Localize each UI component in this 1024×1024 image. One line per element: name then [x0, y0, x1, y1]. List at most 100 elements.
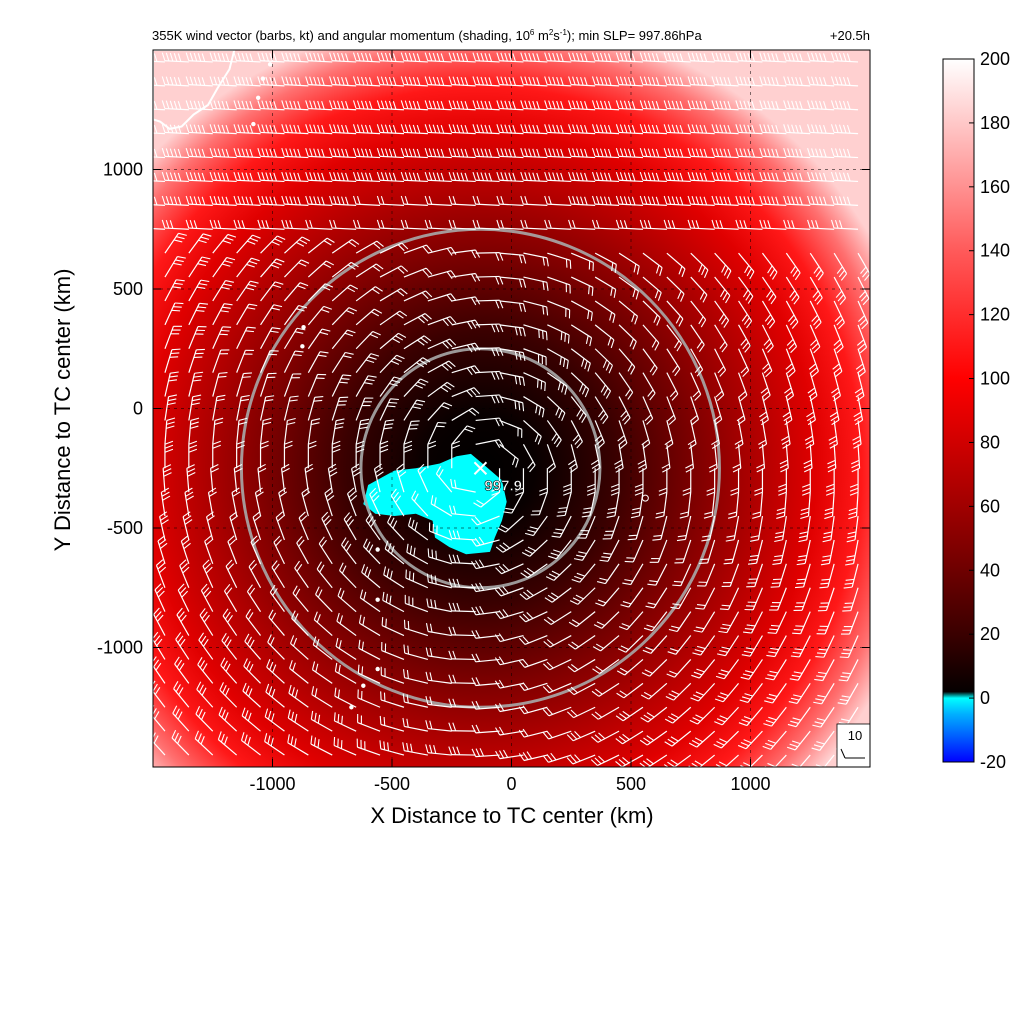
wind-barb: [257, 52, 285, 63]
wind-barb: [313, 611, 333, 636]
wind-barb: [448, 722, 476, 732]
wind-barb: [545, 563, 572, 581]
wind-barb: [305, 195, 333, 206]
wind-barb: [236, 257, 260, 278]
wind-barb: [155, 559, 167, 588]
wind-barb: [236, 326, 256, 350]
wind-barb: [172, 705, 190, 732]
wind-barb: [200, 583, 214, 612]
wind-barb: [547, 252, 572, 269]
min-slp-marker: 997.9: [473, 461, 649, 502]
wind-barb: [718, 611, 740, 634]
wind-barb: [376, 195, 404, 206]
wind-barb: [830, 52, 859, 63]
wind-barb: [212, 326, 232, 349]
wind-barb: [451, 319, 481, 330]
wind-barb: [594, 276, 617, 298]
wind-barb: [281, 195, 309, 206]
wind-barb: [852, 420, 862, 449]
wind-barb: [544, 148, 572, 159]
wind-barb: [365, 513, 381, 541]
wind-barb: [451, 425, 476, 445]
wind-barb: [307, 283, 334, 302]
small-marker: [641, 494, 649, 502]
wind-barb: [520, 219, 548, 230]
wind-barb: [381, 641, 405, 661]
wind-barb: [581, 492, 596, 518]
wind-barb: [259, 372, 277, 397]
wind-barb: [403, 399, 426, 421]
wind-barb: [663, 52, 691, 63]
wind-barb: [400, 76, 428, 87]
wind-barb: [425, 647, 452, 661]
wind-barb: [690, 682, 716, 702]
island: [300, 344, 305, 349]
wind-barb: [267, 634, 285, 660]
wind-barb: [448, 650, 476, 661]
wind-barb: [435, 466, 453, 493]
wind-barb: [759, 100, 787, 111]
wind-barb: [663, 219, 691, 230]
wind-barb: [402, 742, 428, 756]
wind-barb: [796, 539, 811, 566]
wind-barb: [832, 348, 843, 378]
wind-barb: [703, 492, 716, 519]
wind-barb: [568, 52, 596, 63]
wind-barb: [830, 195, 859, 206]
wind-barb: [403, 420, 420, 445]
wind-barb: [547, 276, 571, 294]
wind-barb: [157, 535, 168, 565]
wind-barb: [283, 327, 306, 350]
wind-barb: [519, 587, 548, 601]
wind-barb: [496, 195, 524, 206]
wind-barb: [331, 329, 356, 350]
wind-barb: [361, 564, 381, 589]
wind-barb: [843, 563, 859, 589]
wind-barb: [785, 300, 799, 329]
wind-barb: [735, 195, 763, 206]
wind-barb: [209, 124, 237, 135]
wind-barb: [222, 608, 238, 636]
wind-barb: [390, 488, 405, 517]
wind-barb: [298, 511, 309, 541]
island: [375, 666, 380, 672]
wind-barb: [740, 659, 763, 680]
wind-barb: [427, 293, 457, 303]
wind-barb: [379, 265, 409, 278]
wind-barb: [785, 252, 801, 281]
wind-barb: [448, 219, 476, 230]
wind-barb: [714, 276, 731, 304]
wind-barb: [542, 682, 572, 694]
wind-barb: [520, 148, 548, 159]
wind-barb: [161, 100, 189, 111]
wind-barb: [403, 378, 429, 397]
wind-barb: [719, 587, 740, 611]
wind-barb: [496, 100, 524, 111]
wind-barb: [294, 560, 309, 589]
wind-barb: [772, 539, 787, 565]
wind-barb: [523, 252, 549, 267]
wind-barb: [400, 195, 428, 206]
wind-barb: [369, 487, 381, 517]
wind-barb: [426, 573, 452, 589]
wind-barb: [689, 706, 716, 725]
wind-barb: [833, 324, 844, 354]
wind-barb: [642, 396, 654, 425]
wind-barb: [471, 748, 500, 758]
wind-barb: [759, 219, 787, 230]
wind-barb: [376, 52, 404, 63]
wind-barb: [291, 610, 309, 636]
wind-barb: [305, 124, 333, 135]
wind-barb: [355, 286, 383, 302]
wind-barb: [594, 420, 605, 449]
wind-barb: [518, 634, 548, 646]
wind-barb: [714, 706, 739, 726]
wind-barb: [685, 444, 695, 473]
barb-reference-label: 10: [848, 728, 862, 743]
wind-barb: [774, 515, 787, 543]
wind-barb: [784, 372, 795, 402]
wind-barb: [269, 584, 285, 613]
wind-barb: [666, 396, 677, 426]
y-tick-label: -500: [107, 518, 143, 538]
wind-barb: [341, 537, 357, 565]
